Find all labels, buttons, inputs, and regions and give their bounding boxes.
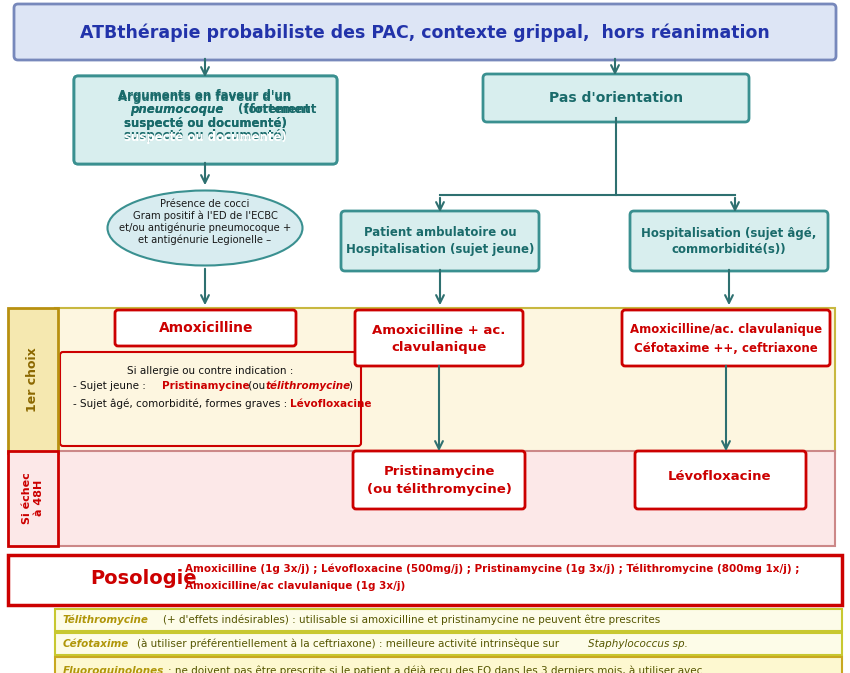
Text: Céfotaxime: Céfotaxime [63, 639, 129, 649]
Text: Si échec
à 48H: Si échec à 48H [22, 472, 44, 524]
Bar [55, 657, 842, 673]
Text: : ne doivent pas être prescrite si le patient a déjà reçu des FQ dans les 3 dern: : ne doivent pas être prescrite si le pa… [168, 666, 702, 673]
Text: (fortement: (fortement [238, 104, 310, 116]
FancyBboxPatch shape [355, 310, 523, 366]
Bar [8, 555, 842, 605]
FancyBboxPatch shape [630, 211, 828, 271]
Text: Présence de cocci: Présence de cocci [161, 199, 250, 209]
Text: suspecté ou documenté): suspecté ou documenté) [123, 129, 286, 143]
Text: suspecté ou documenté): suspecté ou documenté) [123, 131, 286, 145]
Text: Amoxicilline: Amoxicilline [159, 321, 253, 335]
Text: télithromycine: télithromycine [266, 381, 351, 391]
Bar [8, 451, 58, 546]
Text: 1er choix: 1er choix [26, 348, 39, 413]
Text: Télithromycine: Télithromycine [63, 614, 149, 625]
Text: - Sujet jeune :: - Sujet jeune : [73, 381, 149, 391]
Text: Hospitalisation (sujet âgé,: Hospitalisation (sujet âgé, [641, 227, 817, 240]
Text: et/ou antigénurie pneumocoque +: et/ou antigénurie pneumocoque + [119, 223, 291, 234]
FancyBboxPatch shape [60, 352, 361, 446]
Ellipse shape [107, 190, 303, 266]
Text: Si allergie ou contre indication :: Si allergie ou contre indication : [127, 366, 293, 376]
Text: pneumocoque: pneumocoque [130, 104, 224, 116]
FancyBboxPatch shape [14, 4, 836, 60]
Text: Staphylococcus sp.: Staphylococcus sp. [588, 639, 688, 649]
Text: Amoxicilline + ac.: Amoxicilline + ac. [372, 324, 506, 336]
FancyBboxPatch shape [353, 451, 525, 509]
FancyBboxPatch shape [622, 310, 830, 366]
FancyBboxPatch shape [635, 451, 806, 509]
Text: Lévofloxacine: Lévofloxacine [668, 470, 772, 483]
FancyBboxPatch shape [74, 76, 337, 164]
Text: Posologie: Posologie [90, 569, 196, 588]
Text: Amoxicilline/ac. clavulanique: Amoxicilline/ac. clavulanique [630, 324, 822, 336]
Text: Fluoroquinolones: Fluoroquinolones [63, 666, 164, 673]
Text: - Sujet âgé, comorbidité, formes graves :: - Sujet âgé, comorbidité, formes graves … [73, 398, 291, 409]
Text: Arguments en faveur d'un: Arguments en faveur d'un [118, 90, 292, 104]
Text: (ou télithromycine): (ou télithromycine) [366, 483, 512, 497]
Text: ): ) [348, 381, 352, 391]
Text: Arguments en faveur d'un: Arguments en faveur d'un [118, 90, 292, 102]
Text: clavulanique: clavulanique [391, 341, 486, 355]
Bar [55, 633, 842, 655]
Text: Lévofloxacine: Lévofloxacine [290, 399, 371, 409]
Text: Pristinamycine: Pristinamycine [383, 466, 495, 479]
FancyBboxPatch shape [341, 211, 539, 271]
Text: et antigénurie Legionelle –: et antigénurie Legionelle – [139, 235, 271, 245]
Text: (fortement: (fortement [240, 104, 316, 116]
Text: suspecté ou documenté): suspecté ou documenté) [123, 118, 286, 131]
Bar [55, 308, 835, 453]
Bar [55, 451, 835, 546]
Text: Gram positif à l'ED de l'ECBC: Gram positif à l'ED de l'ECBC [133, 211, 277, 221]
Text: Pristinamycine: Pristinamycine [162, 381, 250, 391]
Text: commorbidité(s)): commorbidité(s)) [672, 242, 786, 256]
FancyBboxPatch shape [483, 74, 749, 122]
Text: Céfotaxime ++, ceftriaxone: Céfotaxime ++, ceftriaxone [634, 341, 818, 355]
Text: (à utiliser préférentiellement à la ceftriaxone) : meilleure activité intrinsèqu: (à utiliser préférentiellement à la ceft… [137, 639, 563, 649]
Bar [55, 609, 842, 631]
Text: Amoxicilline (1g 3x/j) ; Lévofloxacine (500mg/j) ; Pristinamycine (1g 3x/j) ; Té: Amoxicilline (1g 3x/j) ; Lévofloxacine (… [185, 563, 799, 573]
Text: Pas d'orientation: Pas d'orientation [549, 91, 683, 105]
Text: (ou: (ou [245, 381, 269, 391]
FancyBboxPatch shape [74, 76, 337, 164]
Bar [8, 308, 58, 453]
Text: suspecté ou documenté): suspecté ou documenté) [123, 116, 286, 129]
Text: Patient ambulatoire ou: Patient ambulatoire ou [364, 227, 516, 240]
FancyBboxPatch shape [115, 310, 296, 346]
Text: pneumocoque: pneumocoque [130, 104, 224, 116]
Text: (+ d'effets indésirables) : utilisable si amoxicilline et pristinamycine ne peuv: (+ d'effets indésirables) : utilisable s… [163, 614, 660, 625]
Text: Amoxicilline/ac clavulanique (1g 3x/j): Amoxicilline/ac clavulanique (1g 3x/j) [185, 581, 405, 591]
Text: Hospitalisation (sujet jeune): Hospitalisation (sujet jeune) [346, 242, 534, 256]
Text: ATBthérapie probabiliste des PAC, contexte grippal,  hors réanimation: ATBthérapie probabiliste des PAC, contex… [80, 24, 770, 42]
